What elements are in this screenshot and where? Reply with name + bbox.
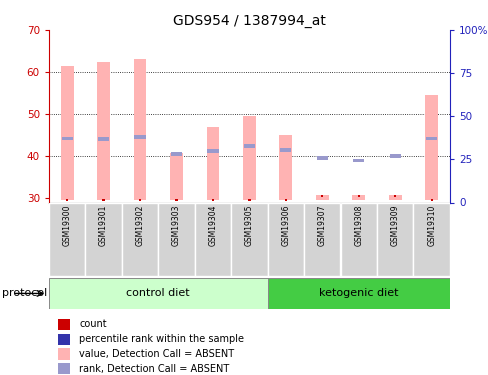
Bar: [315, 195, 328, 200]
Bar: [388, 195, 401, 200]
Bar: [97, 62, 110, 200]
Bar: [279, 135, 292, 200]
Bar: [139, 200, 141, 201]
Bar: [316, 156, 327, 160]
Bar: [85, 202, 122, 276]
Text: GSM19308: GSM19308: [353, 205, 363, 246]
Bar: [321, 195, 323, 197]
Bar: [284, 200, 286, 201]
Bar: [248, 200, 250, 201]
Text: rank, Detection Call = ABSENT: rank, Detection Call = ABSENT: [79, 364, 229, 374]
Bar: [170, 153, 183, 200]
Bar: [211, 200, 214, 201]
Bar: [122, 202, 158, 276]
Bar: [133, 60, 146, 200]
Text: count: count: [79, 319, 106, 329]
Bar: [49, 278, 267, 309]
Bar: [49, 202, 85, 276]
Bar: [352, 159, 364, 162]
Bar: [389, 154, 400, 158]
Bar: [206, 127, 219, 200]
Text: GSM19302: GSM19302: [135, 205, 144, 246]
Bar: [158, 202, 194, 276]
Text: GSM19306: GSM19306: [281, 205, 290, 246]
Bar: [58, 333, 70, 345]
Bar: [66, 200, 68, 201]
Bar: [425, 95, 437, 200]
Text: protocol: protocol: [2, 288, 48, 298]
Bar: [267, 202, 304, 276]
Text: GSM19305: GSM19305: [244, 205, 253, 246]
Bar: [429, 200, 432, 201]
Bar: [280, 148, 291, 152]
Bar: [134, 135, 145, 139]
Bar: [207, 149, 218, 153]
Text: GSM19300: GSM19300: [62, 205, 71, 246]
Bar: [231, 202, 267, 276]
Text: value, Detection Call = ABSENT: value, Detection Call = ABSENT: [79, 349, 234, 359]
Bar: [61, 66, 73, 200]
Text: GSM19303: GSM19303: [172, 205, 181, 246]
Text: control diet: control diet: [126, 288, 190, 298]
Bar: [61, 136, 73, 141]
Title: GDS954 / 1387994_at: GDS954 / 1387994_at: [173, 13, 325, 28]
Text: GSM19301: GSM19301: [99, 205, 108, 246]
Bar: [267, 278, 449, 309]
Bar: [175, 200, 177, 201]
Text: GSM19309: GSM19309: [390, 205, 399, 246]
Bar: [98, 138, 109, 141]
Bar: [413, 202, 449, 276]
Bar: [194, 202, 231, 276]
Bar: [393, 195, 396, 197]
Text: GSM19310: GSM19310: [427, 205, 435, 246]
Text: GSM19307: GSM19307: [317, 205, 326, 246]
Bar: [58, 319, 70, 330]
Bar: [243, 116, 255, 200]
Bar: [352, 195, 365, 200]
Bar: [357, 195, 359, 197]
Bar: [340, 202, 376, 276]
Bar: [170, 152, 182, 156]
Bar: [304, 202, 340, 276]
Text: percentile rank within the sample: percentile rank within the sample: [79, 334, 244, 344]
Bar: [58, 363, 70, 374]
Bar: [58, 348, 70, 360]
Text: GSM19304: GSM19304: [208, 205, 217, 246]
Bar: [376, 202, 412, 276]
Bar: [425, 136, 436, 141]
Text: ketogenic diet: ketogenic diet: [318, 288, 398, 298]
Bar: [244, 144, 254, 148]
Bar: [102, 200, 104, 201]
